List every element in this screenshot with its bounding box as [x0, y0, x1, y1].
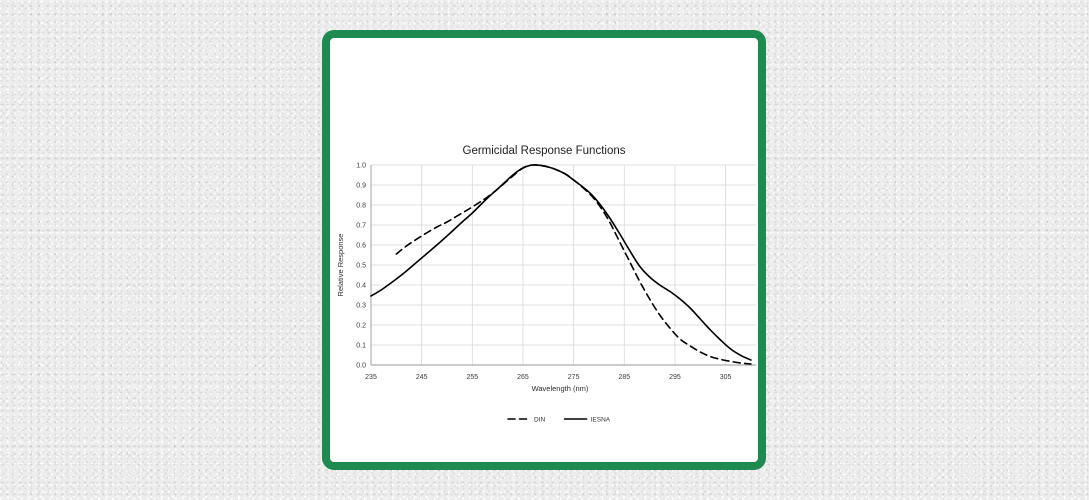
x-tick-label: 295: [669, 374, 681, 381]
y-tick-label: 0.5: [356, 263, 366, 270]
chart-title: Germicidal Response Functions: [463, 145, 626, 157]
y-tick-label: 0.9: [356, 183, 366, 190]
y-tick-label: 0.2: [356, 323, 366, 330]
series-paths: [370, 164, 752, 365]
x-tick-label: 305: [720, 374, 732, 381]
y-tick-label: 0.6: [356, 243, 366, 250]
y-axis-tick-labels: 0.0 0.1 0.2 0.3 0.4 0.5 0.6 0.7 0.8 0.9 1.0: [356, 163, 366, 370]
legend-label-iesna: IESNA: [591, 417, 611, 424]
y-tick-label: 0.0: [356, 363, 366, 370]
y-axis-title: Relative Response: [336, 234, 345, 297]
x-tick-label: 235: [365, 374, 377, 381]
chart-svg: Germicidal Response Functions 0.00.10.20…: [336, 145, 756, 424]
y-tick-label: 0.7: [356, 223, 366, 230]
x-tick-label: 255: [466, 374, 478, 381]
y-tick-label: 0.4: [356, 283, 366, 290]
x-tick-label: 265: [517, 374, 529, 381]
series-line-iesna: [370, 164, 752, 361]
legend-label-din: DIN: [534, 417, 546, 424]
y-tick-label: 0.8: [356, 203, 366, 210]
x-tick-label: 285: [618, 374, 630, 381]
figure-card: Germicidal Response Functions 0.0 0.1 0.2 0…: [322, 30, 766, 470]
y-tick-label: 0.1: [356, 343, 366, 350]
y-tick-label: 1.0: [356, 163, 366, 170]
x-tick-label: 275: [568, 374, 580, 381]
x-tick-label: 245: [416, 374, 428, 381]
germicidal-response-chart: Germicidal Response Functions 0.0 0.1 0.2 0…: [330, 38, 758, 462]
series-line-din: [395, 164, 752, 365]
chart-legend: DIN IESNA: [507, 417, 611, 424]
y-tick-label: 0.3: [356, 303, 366, 310]
x-axis-title: Wavelength (nm): [532, 384, 589, 393]
horizontal-gridlines: [371, 164, 756, 366]
x-axis-tick-labels: 235 245 255 265 275 285 295 305: [365, 374, 731, 381]
